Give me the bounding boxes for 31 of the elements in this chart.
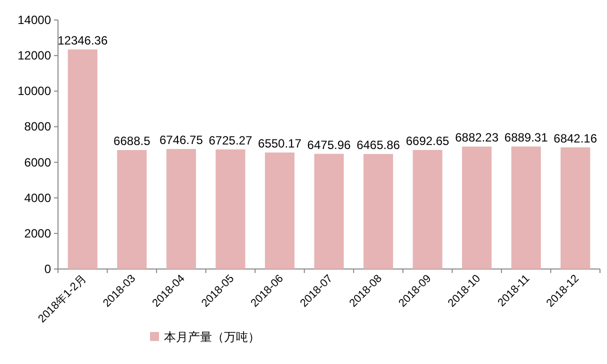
bar bbox=[363, 154, 394, 269]
bar bbox=[412, 150, 442, 269]
y-tick-label: 12000 bbox=[18, 48, 52, 63]
data-label: 6475.96 bbox=[307, 138, 352, 152]
data-label: 6882.23 bbox=[455, 130, 499, 145]
bar bbox=[314, 154, 344, 269]
y-tick-label: 2000 bbox=[24, 226, 52, 240]
bar bbox=[560, 147, 590, 269]
y-tick-label: 0 bbox=[44, 262, 52, 276]
data-label: 6692.65 bbox=[406, 134, 450, 148]
data-label: 12346.36 bbox=[58, 33, 108, 48]
bar bbox=[166, 149, 196, 269]
data-label: 6465.86 bbox=[356, 138, 400, 152]
y-tick-label: 4000 bbox=[24, 190, 52, 205]
y-tick-label: 10000 bbox=[18, 84, 52, 98]
legend-label: 本月产量（万吨） bbox=[164, 330, 260, 344]
y-tick-label: 8000 bbox=[24, 120, 52, 134]
data-label: 6842.16 bbox=[554, 131, 598, 146]
bar bbox=[511, 146, 541, 269]
y-tick-label: 14000 bbox=[18, 13, 52, 27]
bar bbox=[117, 150, 147, 269]
data-label: 6688.5 bbox=[114, 134, 151, 148]
data-label: 6889.31 bbox=[504, 130, 548, 144]
data-label: 6550.17 bbox=[258, 136, 302, 150]
data-label: 6725.27 bbox=[208, 133, 252, 148]
y-tick-label: 6000 bbox=[24, 155, 52, 170]
bar bbox=[462, 146, 492, 269]
bar bbox=[264, 152, 295, 269]
bar bbox=[68, 49, 98, 269]
data-label: 6746.75 bbox=[159, 133, 204, 148]
bar bbox=[216, 149, 246, 269]
